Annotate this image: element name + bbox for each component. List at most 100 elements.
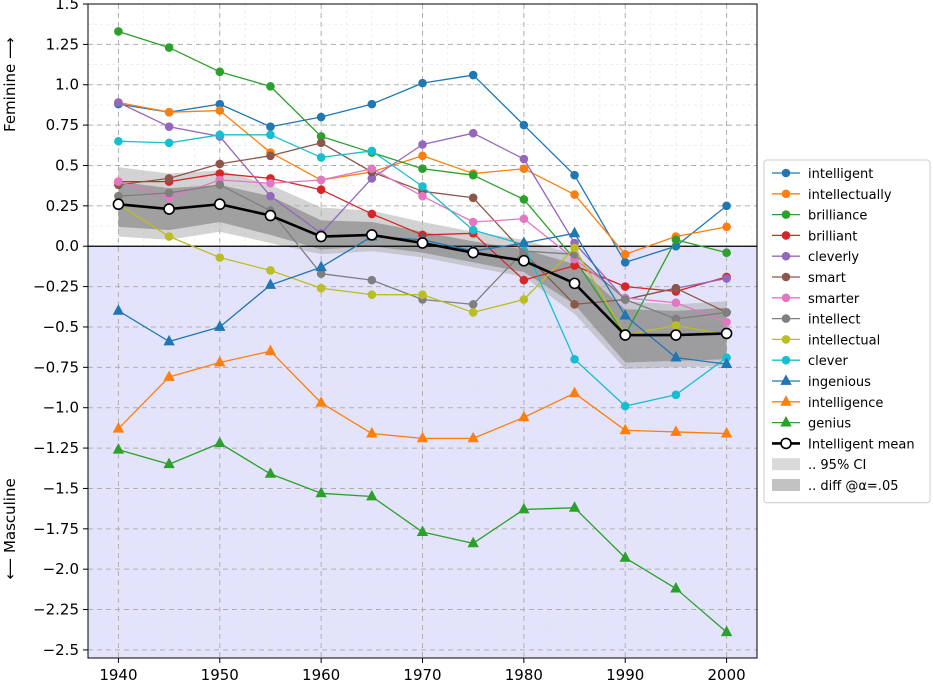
y-axis-label-feminine: Feminine ⟶	[1, 37, 19, 132]
data-point-intellect	[722, 308, 731, 317]
data-point-intelligent	[722, 201, 731, 211]
data-point-brilliant	[316, 185, 326, 195]
legend-label-intelligent-mean: Intelligent mean	[808, 437, 915, 452]
legend-marker-intellect	[781, 314, 791, 323]
data-point-intelligence	[214, 355, 226, 367]
data-point-intelligence	[416, 431, 429, 443]
data-point-intellectual	[266, 266, 275, 275]
data-point-smarter	[367, 164, 377, 174]
legend-marker-intelligent	[781, 168, 791, 178]
data-point-clever	[164, 138, 174, 148]
data-point-brilliant	[519, 275, 529, 285]
data-point-brilliant	[367, 209, 377, 219]
y-tick-label: −2.0	[43, 560, 79, 578]
data-point-ingenious	[264, 278, 277, 289]
legend-marker-intellectual	[781, 335, 791, 344]
legend-marker-cleverly	[781, 251, 791, 261]
data-point-intellectual	[570, 243, 579, 253]
y-tick-label: 0.0	[55, 237, 79, 255]
data-point-intelligence	[366, 426, 378, 438]
data-point-intelligence	[315, 396, 327, 407]
data-point-brilliance	[722, 248, 731, 257]
data-point-intellect	[468, 300, 478, 309]
data-point-genius	[112, 443, 125, 454]
legend-marker-genius	[780, 416, 792, 427]
data-point-intellectual	[519, 295, 529, 304]
y-tick-label: 0.5	[55, 156, 79, 174]
y-tick-label: 1.0	[55, 76, 79, 94]
data-point-intelligence	[670, 425, 682, 436]
data-point-intelligent	[266, 122, 275, 132]
data-point-clever	[418, 182, 427, 191]
data-point-smart	[215, 159, 225, 169]
data-point-genius	[416, 525, 429, 536]
legend-label-smarter: smarter	[808, 292, 860, 307]
legend-label-intelligence: intelligence	[808, 396, 883, 411]
x-tick-label: 1940	[99, 666, 137, 681]
y-tick-label: −0.5	[43, 318, 79, 336]
legend-swatch-diff-05	[772, 479, 800, 491]
series-intelligent	[114, 70, 731, 267]
data-point-intellectual	[468, 308, 478, 317]
data-point-smart	[316, 138, 326, 148]
data-point-intelligence	[568, 386, 581, 398]
legend-label-intellect: intellect	[808, 313, 860, 328]
y-tick-label: 1.25	[46, 35, 79, 53]
data-point-cleverly	[114, 98, 123, 107]
data-point-cleverly	[722, 274, 731, 283]
data-point-ingenious	[315, 260, 327, 272]
data-point-intelligent	[620, 258, 630, 267]
data-point-genius	[670, 581, 682, 593]
data-point-genius	[214, 436, 226, 448]
data-point-genius	[619, 551, 631, 562]
data-point-intelligence	[264, 344, 277, 356]
y-tick-label: 1.5	[55, 0, 79, 13]
x-tick-label: 1980	[505, 666, 543, 681]
data-point-intelligence	[518, 410, 530, 422]
data-point-intelligent	[468, 70, 478, 80]
data-point-brilliance	[114, 27, 123, 36]
data-point-smart	[266, 151, 275, 161]
data-point-intelligence	[467, 431, 479, 443]
legend-swatch-95-ci	[772, 458, 800, 471]
data-point-intelligent	[367, 99, 377, 109]
legend-marker-intellectually	[781, 189, 791, 199]
data-point-cleverly	[468, 128, 478, 138]
data-point-intelligent-mean	[619, 329, 632, 341]
data-point-intellectually	[164, 107, 174, 117]
data-point-smarter	[418, 191, 427, 201]
data-point-brilliance	[468, 170, 478, 180]
legend-label-diff-05: .. diff @α=.05	[808, 479, 899, 494]
data-point-intelligent-mean	[366, 229, 378, 241]
y-tick-label: −2.25	[33, 601, 79, 619]
data-point-intelligence	[619, 423, 631, 435]
data-point-clever	[367, 146, 377, 156]
data-point-smarter	[468, 217, 478, 227]
data-point-intelligent-mean	[315, 230, 327, 243]
x-tick-label: 1950	[201, 666, 239, 681]
legend-marker-ingenious	[780, 374, 792, 385]
data-point-intellectually	[620, 249, 630, 259]
legend-box	[763, 159, 931, 504]
data-point-intelligent-mean	[264, 209, 277, 222]
data-point-clever	[468, 225, 478, 235]
series-genius	[112, 436, 733, 637]
legend-label-clever: clever	[808, 354, 848, 369]
data-point-intelligent-mean	[213, 198, 226, 211]
data-point-ingenious	[163, 334, 175, 346]
data-point-intellectually	[570, 190, 579, 199]
y-tick-label: −1.0	[43, 399, 79, 417]
data-point-intellectual	[316, 283, 326, 293]
data-point-intelligence	[112, 422, 125, 433]
legend-label-intellectual: intellectual	[808, 333, 880, 348]
data-point-brilliance	[215, 67, 225, 77]
data-point-smarter	[266, 178, 275, 188]
legend-label-genius: genius	[808, 417, 851, 432]
data-point-ingenious	[518, 236, 530, 247]
data-point-brilliant	[620, 282, 630, 291]
data-point-intelligence	[163, 370, 175, 381]
data-point-smart	[671, 283, 681, 293]
data-point-intelligent-mean	[416, 237, 429, 249]
y-tick-label: −0.75	[33, 358, 79, 376]
y-tick-label: −0.25	[33, 278, 79, 296]
